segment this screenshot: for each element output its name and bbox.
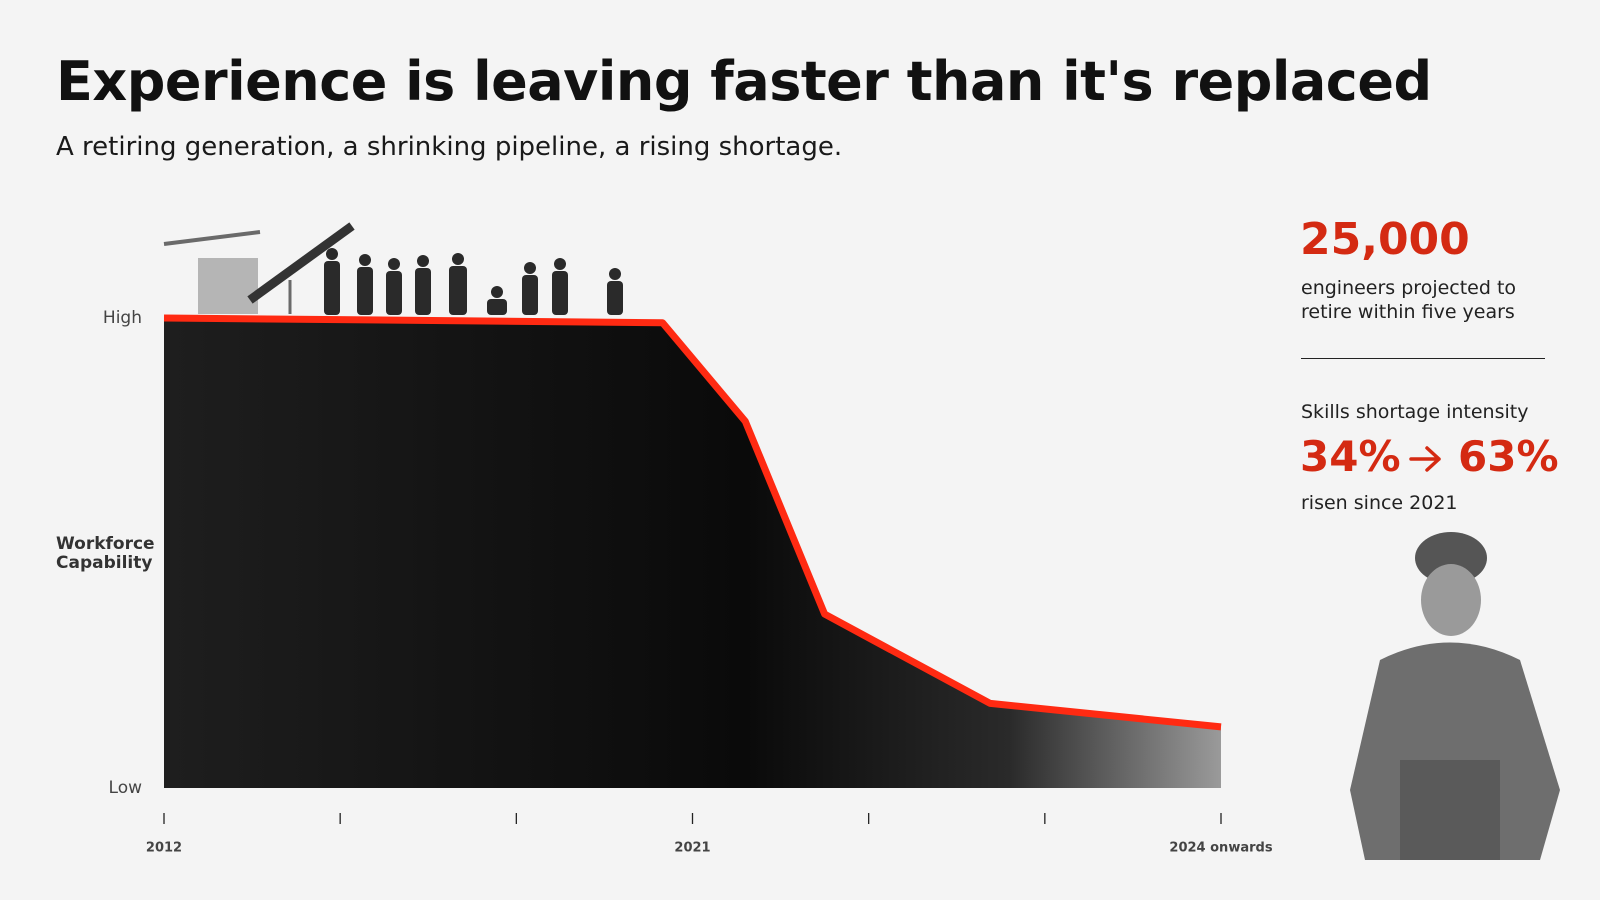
decor-workers [324, 248, 623, 315]
stat-to: 63% [1458, 432, 1559, 481]
area [164, 318, 1221, 788]
divider [1301, 358, 1545, 359]
stat-text: engineers projected to retire within fiv… [1301, 277, 1517, 323]
arrow-icon [1409, 446, 1441, 472]
stat-value: 25,000 [1300, 214, 1470, 265]
y-tick-label: High [103, 308, 142, 328]
y-tick-label: Low [109, 778, 143, 798]
stat-heading: Skills shortage intensity [1301, 401, 1529, 423]
x-tick-label: 2012 [146, 841, 182, 856]
x-tick-label: 2021 [674, 841, 710, 856]
line [163, 314, 1222, 731]
y-axis-label: Workforce Capability [56, 534, 155, 573]
subtitle: A retiring generation, a shrinking pipel… [56, 132, 843, 162]
x-tick-label: 2024 onwards [1169, 841, 1272, 856]
decor-worker-portrait [1350, 532, 1560, 860]
stat-from: 34% [1300, 432, 1401, 481]
stat-text: risen since 2021 [1301, 492, 1458, 514]
decor-machinery [163, 222, 355, 314]
title: Experience is leaving faster than it's r… [56, 50, 1432, 113]
